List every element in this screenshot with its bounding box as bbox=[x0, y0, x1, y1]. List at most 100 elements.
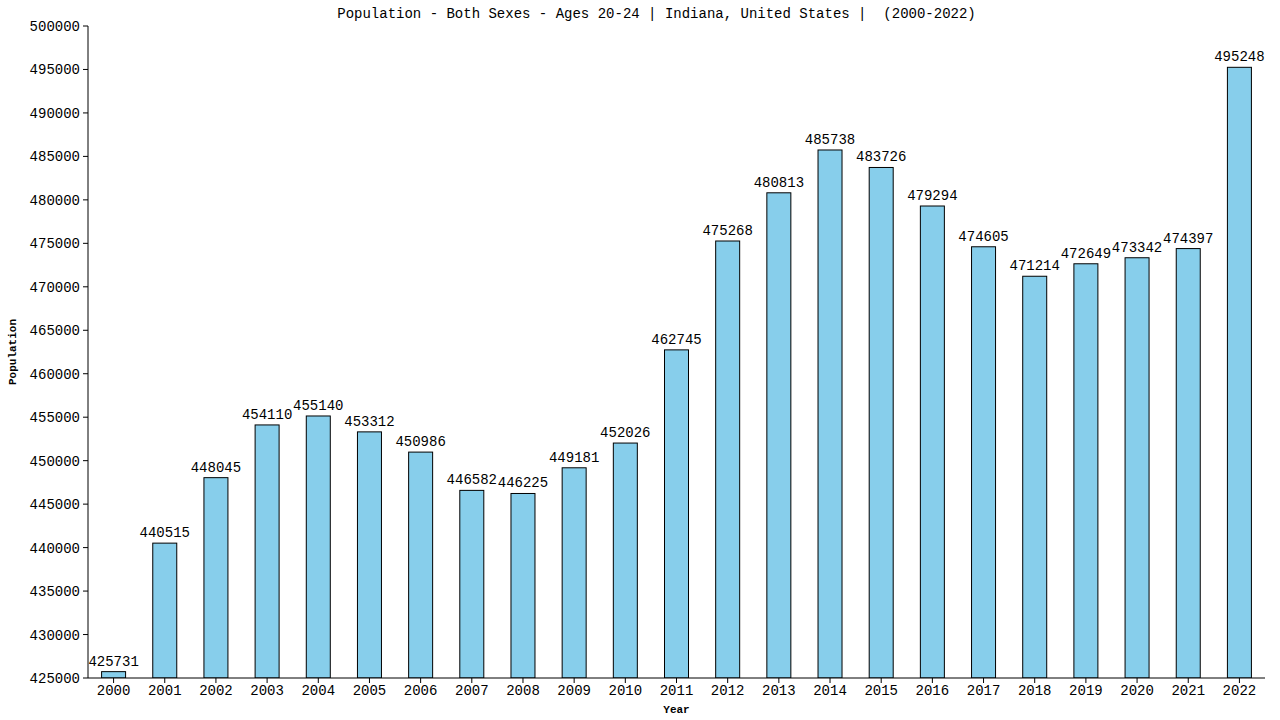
y-tick-label: 435000 bbox=[30, 584, 80, 600]
y-tick bbox=[83, 547, 88, 548]
data-label: 448045 bbox=[191, 460, 241, 476]
data-label: 471214 bbox=[1010, 258, 1060, 274]
x-tick-label: 2019 bbox=[1069, 683, 1103, 699]
data-label: 449181 bbox=[549, 450, 599, 466]
x-tick-label: 2002 bbox=[199, 683, 233, 699]
x-tick-label: 2017 bbox=[967, 683, 1001, 699]
y-tick-label: 500000 bbox=[30, 19, 80, 35]
data-label: 455140 bbox=[293, 398, 343, 414]
data-label: 425731 bbox=[88, 654, 138, 670]
bar bbox=[153, 543, 177, 678]
y-axis bbox=[88, 26, 89, 678]
x-tick-label: 2007 bbox=[455, 683, 489, 699]
bar bbox=[511, 493, 535, 678]
data-label: 453312 bbox=[344, 414, 394, 430]
data-label: 472649 bbox=[1061, 246, 1111, 262]
data-label: 446225 bbox=[498, 475, 548, 491]
x-tick-label: 2014 bbox=[813, 683, 847, 699]
bar bbox=[716, 241, 740, 678]
bar bbox=[255, 425, 279, 678]
y-tick bbox=[83, 156, 88, 157]
data-label: 446582 bbox=[447, 472, 497, 488]
bar bbox=[972, 247, 996, 678]
data-label: 474397 bbox=[1163, 231, 1213, 247]
title: Population - Both Sexes - Ages 20-24 | I… bbox=[337, 6, 976, 22]
bar bbox=[920, 206, 944, 678]
y-axis-label: Population bbox=[7, 319, 19, 385]
y-tick-label: 480000 bbox=[30, 193, 80, 209]
bar bbox=[1125, 258, 1149, 678]
bar bbox=[665, 350, 689, 678]
x-tick-label: 2006 bbox=[404, 683, 438, 699]
y-tick bbox=[83, 678, 88, 679]
y-tick bbox=[83, 373, 88, 374]
y-tick bbox=[83, 504, 88, 505]
data-label: 479294 bbox=[907, 188, 957, 204]
bars bbox=[102, 67, 1252, 678]
y-tick-label: 440000 bbox=[30, 541, 80, 557]
x-tick-label: 2012 bbox=[711, 683, 745, 699]
y-tick bbox=[83, 286, 88, 287]
y-tick-label: 470000 bbox=[30, 280, 80, 296]
data-label: 452026 bbox=[600, 425, 650, 441]
bar bbox=[613, 443, 637, 678]
y-tick bbox=[83, 243, 88, 244]
bar bbox=[562, 468, 586, 678]
x-tick-label: 2021 bbox=[1171, 683, 1205, 699]
bar bbox=[869, 167, 893, 678]
x-tick-label: 2005 bbox=[353, 683, 387, 699]
y-tick bbox=[83, 330, 88, 331]
y-tick bbox=[83, 69, 88, 70]
data-label: 454110 bbox=[242, 407, 292, 423]
bar bbox=[1023, 276, 1047, 678]
y-tick bbox=[83, 417, 88, 418]
y-tick-label: 485000 bbox=[30, 149, 80, 165]
y-tick-label: 475000 bbox=[30, 236, 80, 252]
x-tick-label: 2008 bbox=[506, 683, 540, 699]
x-tick-label: 2001 bbox=[148, 683, 182, 699]
x-tick-label: 2011 bbox=[660, 683, 694, 699]
y-tick-label: 460000 bbox=[30, 367, 80, 383]
data-label: 495248 bbox=[1214, 49, 1264, 65]
y-tick-label: 445000 bbox=[30, 497, 80, 513]
bar bbox=[204, 478, 228, 678]
x-tick-label: 2009 bbox=[557, 683, 591, 699]
y-tick-label: 490000 bbox=[30, 106, 80, 122]
y-tick-label: 430000 bbox=[30, 628, 80, 644]
y-tick-label: 425000 bbox=[30, 671, 80, 687]
bar bbox=[306, 416, 330, 678]
bar bbox=[1176, 249, 1200, 678]
x-tick-label: 2015 bbox=[864, 683, 898, 699]
bar bbox=[357, 432, 381, 678]
x-tick-label: 2020 bbox=[1120, 683, 1154, 699]
y-tick bbox=[83, 26, 88, 27]
chart: Population - Both Sexes - Ages 20-24 | I… bbox=[0, 0, 1280, 720]
x-tick-label: 2016 bbox=[916, 683, 950, 699]
data-label: 462745 bbox=[651, 332, 701, 348]
data-label: 450986 bbox=[395, 434, 445, 450]
y-tick bbox=[83, 112, 88, 113]
data-label: 473342 bbox=[1112, 240, 1162, 256]
bar bbox=[767, 193, 791, 678]
bar bbox=[102, 672, 126, 678]
x-tick-label: 2004 bbox=[301, 683, 335, 699]
y-tick bbox=[83, 634, 88, 635]
data-label: 483726 bbox=[856, 149, 906, 165]
x-tick-label: 2013 bbox=[762, 683, 796, 699]
data-label: 475268 bbox=[702, 223, 752, 239]
x-tick-label: 2003 bbox=[250, 683, 284, 699]
bar bbox=[409, 452, 433, 678]
data-label: 485738 bbox=[805, 132, 855, 148]
y-tick bbox=[83, 591, 88, 592]
y-tick bbox=[83, 460, 88, 461]
x-tick-label: 2018 bbox=[1018, 683, 1052, 699]
bar bbox=[1074, 264, 1098, 678]
data-label: 440515 bbox=[140, 525, 190, 541]
y-tick bbox=[83, 199, 88, 200]
x-tick-label: 2000 bbox=[97, 683, 131, 699]
bar bbox=[818, 150, 842, 678]
x-tick-label: 2010 bbox=[609, 683, 643, 699]
y-tick-label: 495000 bbox=[30, 62, 80, 78]
y-tick-label: 455000 bbox=[30, 410, 80, 426]
y-tick-label: 450000 bbox=[30, 454, 80, 470]
